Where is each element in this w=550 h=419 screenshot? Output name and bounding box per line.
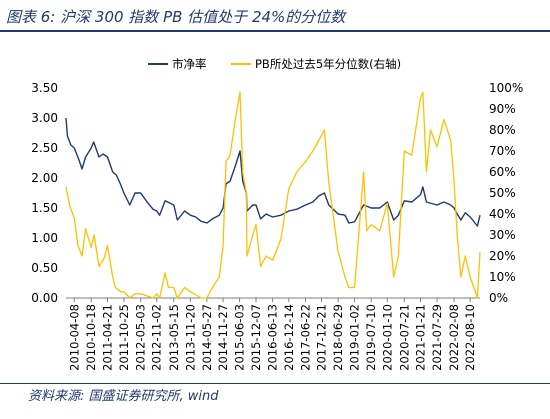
y-right-tick-label: 30% — [489, 228, 516, 242]
x-tick-label: 2012-11-02 — [150, 304, 164, 371]
x-tick-label: 2014-05-27 — [200, 304, 214, 371]
source-divider — [0, 383, 550, 384]
x-tick-label: 2010-10-18 — [84, 304, 98, 371]
x-tick-label: 2022-02-08 — [447, 304, 461, 371]
x-tick-label: 2016-12-14 — [282, 304, 296, 371]
right-y-axis: 0% 10% 20% 30% 40% 50% 60% 70% 80% 90% 100% — [489, 81, 523, 305]
x-axis: 2010-04-08 2010-10-18 2011-04-21 2011-10-25… — [67, 298, 477, 371]
x-tick-label: 2011-10-25 — [117, 304, 131, 371]
y-left-tick-label: 2.50 — [31, 141, 58, 155]
x-tick-label: 2020-07-21 — [397, 304, 411, 371]
y-left-tick-label: 0.50 — [31, 261, 58, 275]
x-tick-label: 2020-01-10 — [380, 304, 394, 371]
x-tick-label: 2021-01-21 — [413, 304, 427, 371]
y-left-tick-label: 3.50 — [31, 81, 58, 95]
y-left-tick-label: 1.50 — [31, 201, 58, 215]
source-note: 资料来源: 国盛证券研究所, wind — [28, 389, 219, 404]
y-right-tick-label: 10% — [489, 270, 516, 284]
series-line-pb — [65, 117, 481, 227]
page-title: 图表 6: 沪深 300 指数 PB 估值处于 24%的分位数 — [6, 8, 346, 26]
x-tick-label: 2010-04-08 — [67, 304, 81, 371]
x-tick-label: 2017-12-21 — [314, 304, 328, 371]
x-tick-label: 2018-06-29 — [331, 304, 345, 371]
y-right-tick-label: 80% — [489, 123, 516, 137]
x-tick-label: 2014-11-27 — [216, 304, 230, 371]
x-tick-label: 2013-11-20 — [183, 304, 197, 371]
x-tick-label: 2011-04-21 — [100, 304, 114, 371]
y-right-tick-label: 0% — [489, 291, 508, 305]
x-tick-label: 2019-01-02 — [348, 304, 362, 371]
y-left-tick-label: 1.00 — [31, 231, 58, 245]
x-tick-label: 2013-05-15 — [167, 304, 181, 371]
series-line-percentile — [65, 91, 481, 299]
series-lines — [65, 91, 481, 299]
y-right-tick-label: 100% — [489, 81, 523, 95]
y-right-tick-label: 60% — [489, 165, 516, 179]
left-y-axis: 0.00 0.50 1.00 1.50 2.00 2.50 3.00 3.50 — [31, 81, 58, 305]
legend-label-pb: 市净率 — [172, 57, 207, 71]
y-right-tick-label: 90% — [489, 102, 516, 116]
legend-label-percentile: PB所处过去5年分位数(右轴) — [255, 57, 401, 71]
y-right-tick-label: 20% — [489, 249, 516, 263]
y-left-tick-label: 0.00 — [31, 291, 58, 305]
chart-legend: 市净率 PB所处过去5年分位数(右轴) — [148, 57, 401, 71]
x-tick-label: 2015-06-03 — [233, 304, 247, 371]
x-tick-label: 2017-06-22 — [298, 304, 312, 371]
x-tick-label: 2019-07-10 — [364, 304, 378, 371]
x-tick-label: 2015-12-07 — [249, 304, 263, 371]
y-right-tick-label: 40% — [489, 207, 516, 221]
y-left-tick-label: 2.00 — [31, 171, 58, 185]
y-right-tick-label: 50% — [489, 186, 516, 200]
y-right-tick-label: 70% — [489, 144, 516, 158]
x-tick-label: 2021-07-29 — [430, 304, 444, 371]
x-tick-label: 2012-05-03 — [134, 304, 148, 371]
x-tick-label: 2016-06-13 — [266, 304, 280, 371]
x-tick-label: 2022-08-10 — [463, 304, 477, 371]
title-divider — [0, 30, 550, 32]
y-left-tick-label: 3.00 — [31, 111, 58, 125]
